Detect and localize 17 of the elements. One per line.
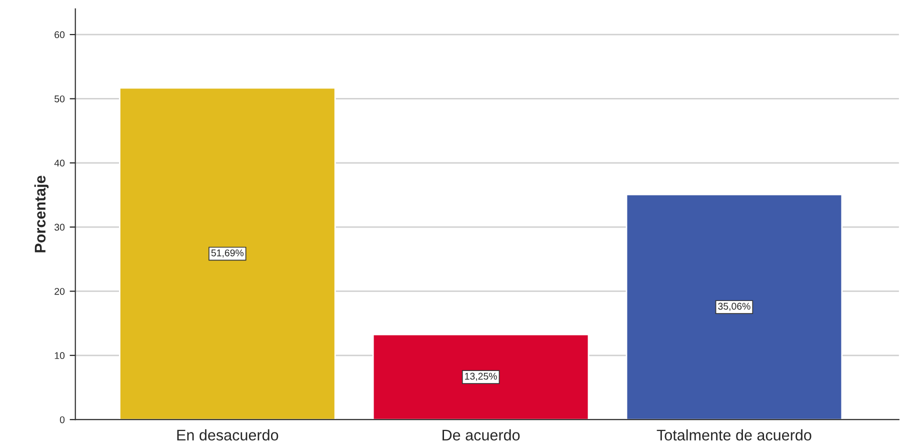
y-tick-label: 10 xyxy=(54,352,65,360)
y-tick-label: 60 xyxy=(54,31,65,38)
bar xyxy=(372,334,590,420)
data-label: 35,06% xyxy=(718,302,750,311)
data-label: 51,69% xyxy=(211,249,244,258)
y-tick-label: 20 xyxy=(54,288,65,295)
bar xyxy=(626,194,843,420)
x-tick-label: Totalmente de acuerdo xyxy=(656,429,812,441)
x-tick-label: De acuerdo xyxy=(442,429,520,441)
bar xyxy=(119,87,336,420)
data-label: 13,25% xyxy=(465,372,497,381)
y-tick-label: 0 xyxy=(60,416,65,424)
y-tick-label: 30 xyxy=(54,224,65,231)
y-axis-title: Porcentaje xyxy=(34,176,49,252)
y-tick-label: 50 xyxy=(54,95,65,102)
x-tick-label: En desacuerdo xyxy=(177,429,278,441)
y-tick-label: 40 xyxy=(54,160,65,167)
